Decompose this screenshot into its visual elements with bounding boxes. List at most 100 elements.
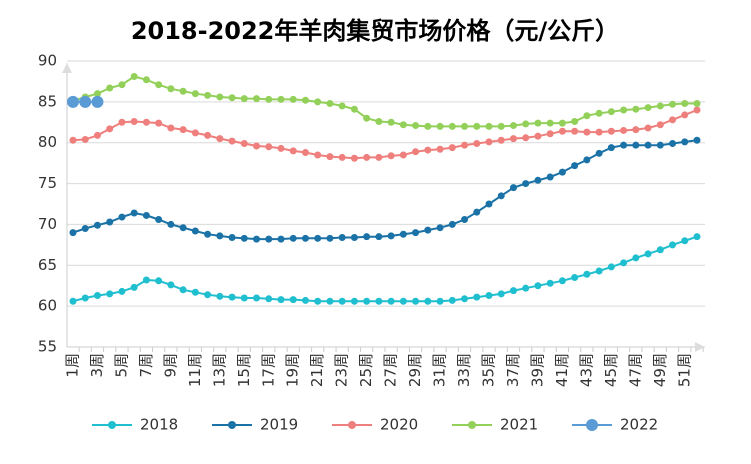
- data-point: [338, 297, 346, 305]
- data-point: [142, 76, 150, 84]
- y-tick-label: 80: [38, 133, 57, 151]
- data-point: [485, 138, 493, 146]
- legend-label: 2019: [260, 416, 298, 434]
- legend-marker: [586, 419, 598, 431]
- data-point: [179, 224, 187, 232]
- x-tick-label: 43周: [577, 353, 595, 387]
- x-tick-label: 27周: [382, 353, 400, 387]
- data-point: [155, 216, 163, 224]
- data-point: [558, 119, 566, 127]
- data-point: [338, 102, 346, 110]
- data-point: [204, 291, 212, 299]
- data-point: [301, 234, 309, 242]
- data-point: [142, 211, 150, 219]
- x-tick-label: 21周: [308, 353, 326, 387]
- data-point: [326, 297, 334, 305]
- data-point: [497, 192, 505, 200]
- series-line: [72, 235, 698, 303]
- data-point: [277, 95, 285, 103]
- data-point: [81, 294, 89, 302]
- x-tick-label: 25周: [357, 353, 375, 387]
- data-point: [412, 229, 420, 237]
- data-point: [644, 250, 652, 258]
- data-point: [265, 143, 273, 151]
- x-tick-label: 5周: [112, 353, 130, 378]
- data-point: [448, 296, 456, 304]
- data-point: [583, 128, 591, 136]
- data-point: [350, 105, 358, 113]
- x-tick-label: 49周: [651, 353, 669, 387]
- data-point: [424, 297, 432, 305]
- data-point: [118, 118, 126, 126]
- data-point: [424, 226, 432, 234]
- x-tick-label: 13周: [210, 353, 228, 387]
- data-point: [240, 95, 248, 103]
- data-point: [669, 140, 677, 148]
- data-point: [681, 99, 689, 107]
- data-point: [644, 141, 652, 149]
- data-point: [522, 180, 530, 188]
- data-point: [399, 230, 407, 238]
- data-point: [656, 102, 664, 110]
- data-point: [412, 297, 420, 305]
- data-point: [289, 234, 297, 242]
- data-point: [301, 96, 309, 104]
- x-tick-label: 33周: [455, 353, 473, 387]
- data-point: [228, 137, 236, 145]
- data-point: [644, 104, 652, 112]
- data-point: [240, 234, 248, 242]
- data-point: [620, 126, 628, 134]
- data-point: [436, 224, 444, 232]
- data-point: [522, 120, 530, 128]
- data-point: [583, 156, 591, 164]
- data-point: [79, 95, 92, 108]
- legend-label: 2022: [620, 416, 658, 434]
- data-point: [656, 121, 664, 129]
- data-point: [81, 135, 89, 143]
- x-tick-label: 11周: [186, 353, 204, 387]
- data-point: [583, 112, 591, 120]
- data-point: [632, 141, 640, 149]
- data-point: [191, 129, 199, 137]
- data-point: [399, 121, 407, 129]
- legend-marker: [348, 421, 356, 429]
- x-tick-label: 3周: [88, 353, 106, 378]
- data-point: [693, 136, 701, 144]
- data-point: [277, 144, 285, 152]
- data-point: [350, 154, 358, 162]
- data-point: [509, 287, 517, 295]
- data-point: [571, 117, 579, 125]
- data-point: [216, 292, 224, 300]
- data-point: [461, 122, 469, 130]
- data-point: [240, 294, 248, 302]
- data-point: [167, 281, 175, 289]
- data-point: [632, 126, 640, 134]
- data-point: [497, 290, 505, 298]
- data-point: [497, 136, 505, 144]
- data-point: [497, 122, 505, 130]
- data-point: [620, 106, 628, 114]
- data-point: [301, 296, 309, 304]
- data-point: [681, 111, 689, 119]
- data-point: [485, 200, 493, 208]
- data-point: [644, 124, 652, 132]
- data-point: [669, 241, 677, 249]
- data-point: [142, 118, 150, 126]
- data-point: [191, 288, 199, 296]
- data-point: [509, 184, 517, 192]
- data-point: [387, 152, 395, 160]
- data-point: [607, 144, 615, 152]
- data-point: [607, 263, 615, 271]
- data-point: [265, 295, 273, 303]
- data-point: [656, 141, 664, 149]
- data-point: [534, 132, 542, 140]
- data-point: [253, 235, 261, 243]
- data-point: [595, 128, 603, 136]
- data-point: [509, 122, 517, 130]
- data-point: [326, 234, 334, 242]
- x-tick-label: 39周: [528, 353, 546, 387]
- y-axis-arrow: [62, 63, 72, 73]
- data-point: [558, 127, 566, 135]
- data-point: [558, 168, 566, 176]
